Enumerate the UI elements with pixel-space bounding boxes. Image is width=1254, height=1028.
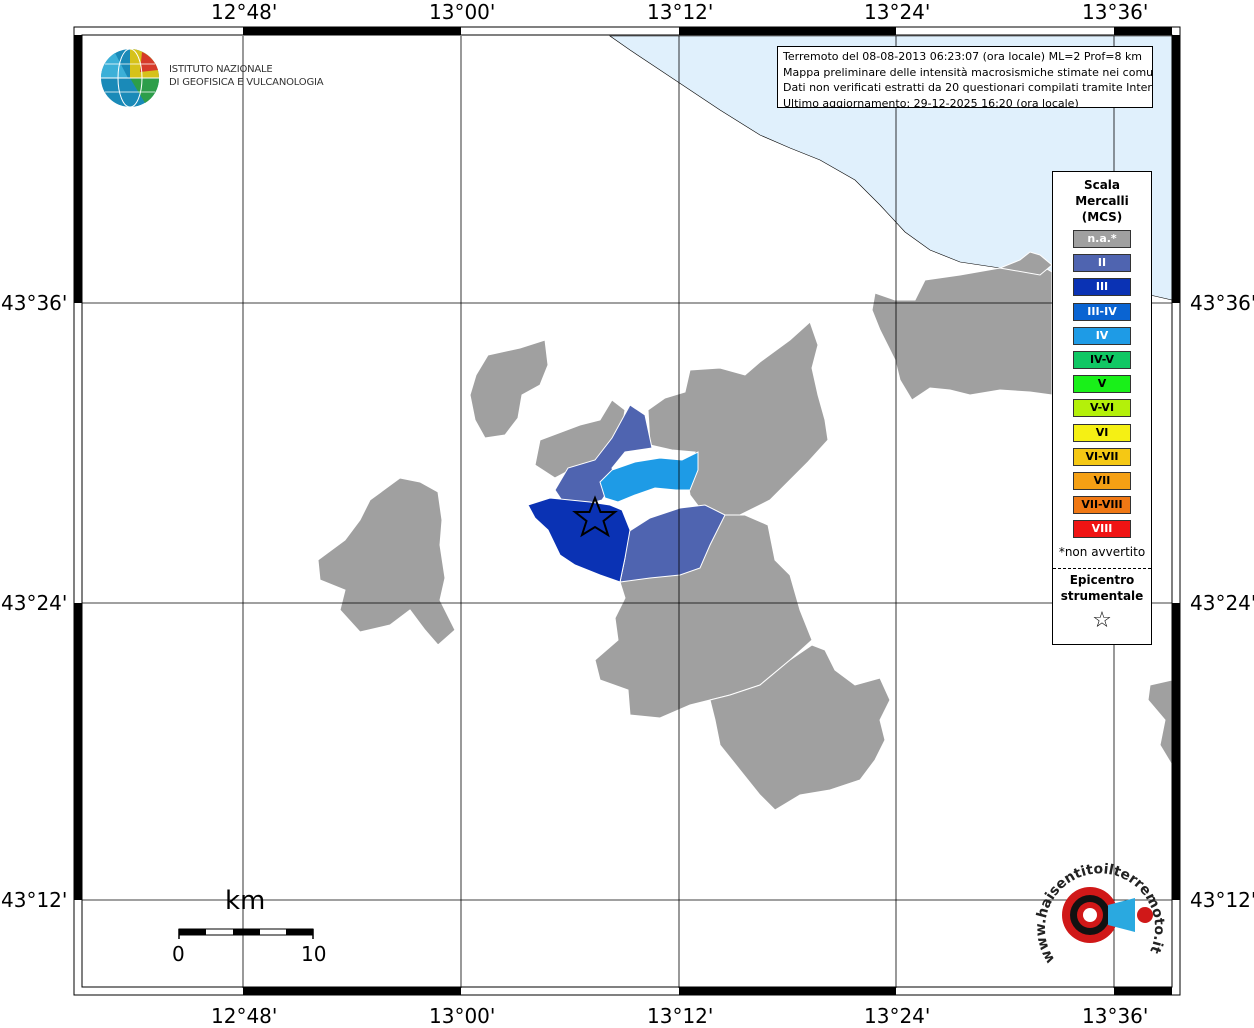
lon-label-top-5: 13°36' <box>1082 0 1149 24</box>
municipality-coast-north <box>998 251 1053 276</box>
event-info-line1: Terremoto del 08-08-2013 06:23:07 (ora l… <box>783 50 1143 63</box>
legend-title: Scala Mercalli (MCS) <box>1053 177 1151 225</box>
epicenter-star-icon: ☆ <box>1092 608 1112 633</box>
lon-label-bottom-1: 12°48' <box>211 1004 278 1028</box>
lon-label-top-4: 13°24' <box>864 0 931 24</box>
legend-item: III <box>1073 278 1131 297</box>
lon-label-top-3: 13°12' <box>647 0 714 24</box>
municipality-southeast <box>709 644 891 811</box>
municipality-west <box>317 477 456 646</box>
legend-separator <box>1053 568 1151 569</box>
municipality-intensity-IV <box>599 451 699 503</box>
legend-item: IV <box>1073 326 1131 345</box>
legend-item: V-VI <box>1073 399 1131 418</box>
legend-item: VIII <box>1073 520 1131 539</box>
legend-item: VI <box>1073 423 1131 442</box>
event-info-line2: Mappa preliminare delle intensità macros… <box>783 65 1153 79</box>
scale-unit-label: km <box>225 886 266 916</box>
lon-label-bottom-5: 13°36' <box>1082 1004 1149 1028</box>
legend-item: VI-VII <box>1073 447 1131 466</box>
lon-label-bottom-3: 13°12' <box>647 1004 714 1028</box>
municipality-far-east <box>1147 679 1173 767</box>
ingv-logo-line1: ISTITUTO NAZIONALE <box>169 64 273 75</box>
ingv-logo-line2: DI GEOFISICA E VULCANOLOGIA <box>169 77 324 88</box>
legend-item: VII-VIII <box>1073 496 1131 515</box>
scale-end-label: 10 <box>301 942 327 966</box>
epicenter-legend-line1: Epicentro <box>1069 573 1135 587</box>
lat-label-left-2: 43°24' <box>1 591 68 615</box>
legend-title-line3: (MCS) <box>1081 210 1123 224</box>
event-info-line4: Ultimo aggiornamento: 29-12-2025 16:20 (… <box>783 96 1079 108</box>
hsit-logo-icon <box>1062 887 1153 943</box>
epicenter-legend-line2: strumentale <box>1060 589 1144 603</box>
hsit-logo-text-svg: www.haisentitoilterremoto.it <box>1033 861 1167 966</box>
svg-text:www.haisentitoilterremoto.it: www.haisentitoilterremoto.it <box>1033 861 1167 966</box>
lat-label-right-1: 43°36' <box>1190 291 1254 315</box>
lon-label-top-1: 12°48' <box>211 0 278 24</box>
legend-item: V <box>1073 375 1131 394</box>
legend-item: III-IV <box>1073 302 1131 321</box>
lon-label-top-2: 13°00' <box>429 0 496 24</box>
lat-label-left-3: 43°12' <box>1 888 68 912</box>
municipality-coast-east <box>871 264 1053 401</box>
lon-label-bottom-2: 13°00' <box>429 1004 496 1028</box>
map-frame <box>73 26 1181 996</box>
event-info-box: Terremoto del 08-08-2013 06:23:07 (ora l… <box>777 46 1153 108</box>
ingv-logo-text: ISTITUTO NAZIONALE DI GEOFISICA E VULCAN… <box>169 63 324 89</box>
municipality-intensity-III <box>527 497 631 583</box>
legend-item: VII <box>1073 472 1131 490</box>
lon-label-bottom-4: 13°24' <box>864 1004 931 1028</box>
legend-title-line2: Mercalli <box>1075 194 1129 208</box>
mcs-legend: Scala Mercalli (MCS) n.a.* II III III-IV IV I… <box>1052 171 1152 645</box>
legend-note: *non avvertito <box>1058 545 1146 559</box>
ingv-globe-icon <box>100 48 160 108</box>
legend-title-line1: Scala <box>1083 178 1121 192</box>
legend-item: n.a.* <box>1073 230 1131 248</box>
lat-label-right-3: 43°12' <box>1190 888 1254 912</box>
epicenter-legend-title: Epicentro strumentale <box>1053 572 1151 604</box>
epicenter-star <box>572 495 618 538</box>
scale-bar <box>178 928 314 939</box>
municipality-northwest <box>469 339 549 439</box>
legend-item: II <box>1073 254 1131 273</box>
scale-start-label: 0 <box>172 942 185 966</box>
hsit-logo-text: www.haisentitoilterremoto.it <box>1033 861 1167 966</box>
event-info-line3: Dati non verificati estratti da 20 quest… <box>783 81 1153 94</box>
legend-item: IV-V <box>1073 351 1131 369</box>
lat-label-left-1: 43°36' <box>1 291 68 315</box>
lat-label-right-2: 43°24' <box>1190 591 1254 615</box>
